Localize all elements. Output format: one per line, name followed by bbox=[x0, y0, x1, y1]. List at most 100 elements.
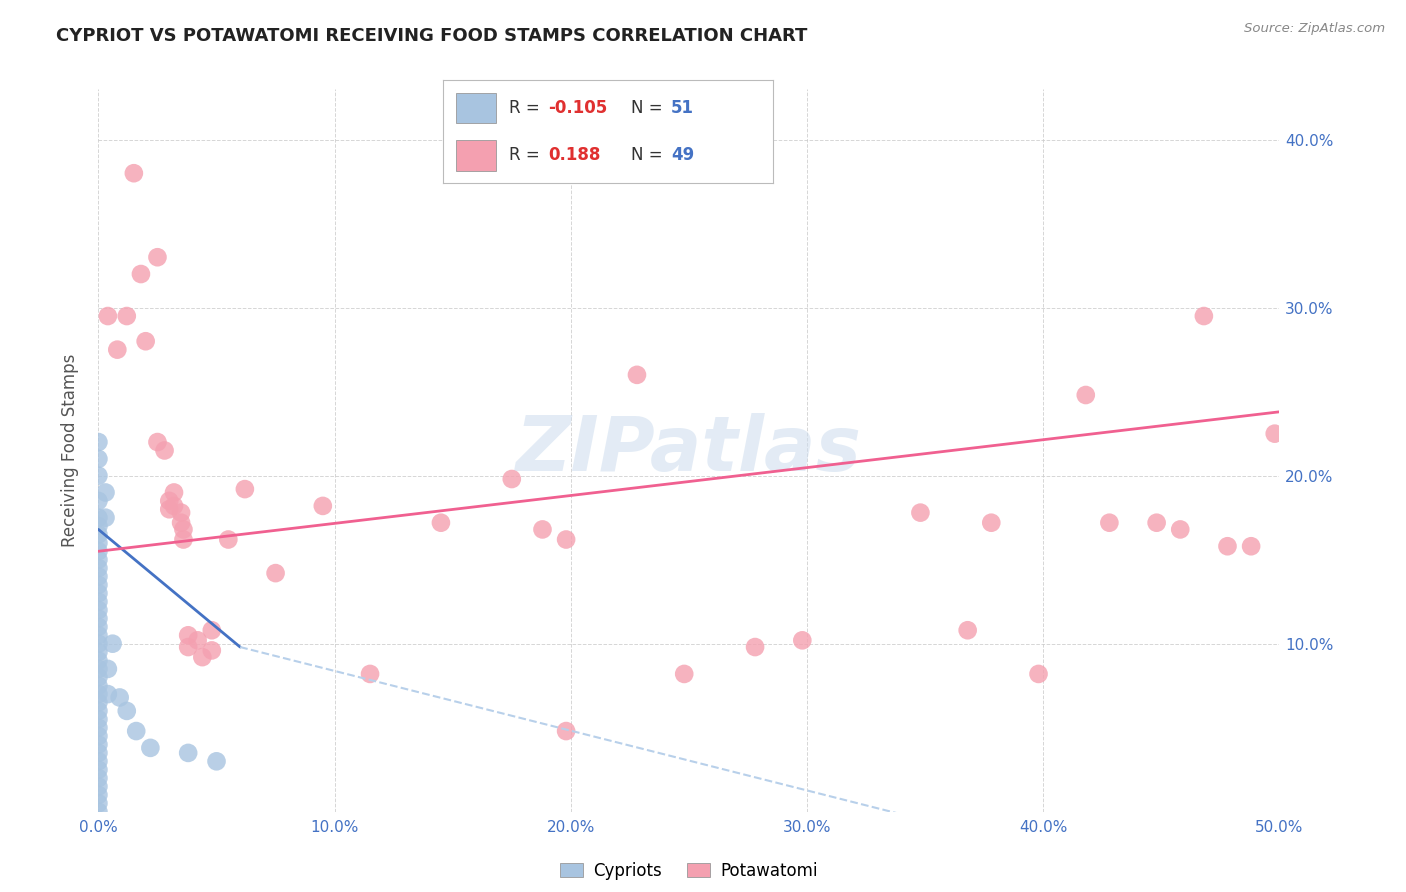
Point bbox=[87, 653, 110, 667]
Point bbox=[87, 696, 110, 710]
Point bbox=[1192, 309, 1215, 323]
Point bbox=[172, 523, 194, 537]
Point bbox=[744, 640, 766, 654]
Point bbox=[264, 566, 287, 581]
Point bbox=[626, 368, 648, 382]
Text: N =: N = bbox=[631, 99, 668, 117]
Point bbox=[87, 620, 110, 634]
Point bbox=[980, 516, 1002, 530]
Point bbox=[87, 603, 110, 617]
Point bbox=[1240, 539, 1263, 553]
Point bbox=[125, 724, 148, 739]
Point bbox=[87, 510, 110, 524]
Point bbox=[87, 797, 110, 811]
Point bbox=[87, 704, 110, 718]
Point bbox=[87, 519, 110, 533]
Point bbox=[163, 485, 186, 500]
Text: Source: ZipAtlas.com: Source: ZipAtlas.com bbox=[1244, 22, 1385, 36]
Point bbox=[87, 637, 110, 651]
Point bbox=[1098, 516, 1121, 530]
Point bbox=[191, 650, 214, 665]
Point bbox=[1216, 539, 1239, 553]
Point bbox=[97, 662, 120, 676]
Point bbox=[87, 712, 110, 726]
Point bbox=[163, 499, 186, 513]
Point bbox=[87, 628, 110, 642]
Point bbox=[115, 309, 138, 323]
Point bbox=[359, 667, 381, 681]
Point bbox=[217, 533, 239, 547]
Point bbox=[135, 334, 157, 349]
Point bbox=[1264, 426, 1286, 441]
Point bbox=[555, 533, 578, 547]
Point bbox=[87, 611, 110, 625]
FancyBboxPatch shape bbox=[456, 140, 496, 170]
Point bbox=[87, 435, 110, 450]
Point bbox=[87, 595, 110, 609]
Point bbox=[105, 343, 128, 357]
Text: ZIPatlas: ZIPatlas bbox=[516, 414, 862, 487]
Y-axis label: Receiving Food Stamps: Receiving Food Stamps bbox=[60, 354, 79, 547]
Point bbox=[87, 746, 110, 760]
Point bbox=[87, 771, 110, 785]
Point bbox=[531, 523, 554, 537]
Point bbox=[87, 679, 110, 693]
Point bbox=[157, 494, 180, 508]
Point bbox=[87, 729, 110, 743]
Point bbox=[87, 805, 110, 819]
Point bbox=[555, 724, 578, 739]
Point bbox=[87, 494, 110, 508]
Point bbox=[1028, 667, 1050, 681]
Text: 51: 51 bbox=[671, 99, 695, 117]
Point bbox=[87, 662, 110, 676]
Point bbox=[792, 633, 814, 648]
Point bbox=[87, 780, 110, 794]
Point bbox=[97, 309, 120, 323]
Point bbox=[87, 451, 110, 466]
Point bbox=[146, 435, 169, 450]
Point bbox=[94, 485, 117, 500]
Point bbox=[177, 628, 200, 642]
Point bbox=[87, 763, 110, 777]
Point bbox=[108, 690, 131, 705]
Text: CYPRIOT VS POTAWATOMI RECEIVING FOOD STAMPS CORRELATION CHART: CYPRIOT VS POTAWATOMI RECEIVING FOOD STA… bbox=[56, 27, 807, 45]
Point bbox=[87, 578, 110, 592]
Point bbox=[87, 586, 110, 600]
Point bbox=[205, 754, 228, 768]
Legend: Cypriots, Potawatomi: Cypriots, Potawatomi bbox=[554, 855, 824, 887]
Point bbox=[956, 624, 979, 638]
Point bbox=[177, 746, 200, 760]
Point bbox=[673, 667, 696, 681]
Point bbox=[101, 637, 124, 651]
Point bbox=[1074, 388, 1097, 402]
Point bbox=[233, 482, 256, 496]
Point bbox=[87, 788, 110, 802]
Point bbox=[201, 643, 224, 657]
Point bbox=[87, 468, 110, 483]
Text: 0.188: 0.188 bbox=[548, 146, 600, 164]
Point bbox=[87, 738, 110, 752]
Point bbox=[87, 569, 110, 583]
Point bbox=[177, 640, 200, 654]
Point bbox=[87, 536, 110, 550]
Point bbox=[87, 670, 110, 684]
Text: N =: N = bbox=[631, 146, 668, 164]
Point bbox=[146, 250, 169, 264]
Point bbox=[1146, 516, 1168, 530]
Point bbox=[87, 544, 110, 558]
Point bbox=[87, 721, 110, 735]
Point bbox=[115, 704, 138, 718]
Point bbox=[87, 561, 110, 575]
Point bbox=[170, 506, 193, 520]
Point bbox=[312, 499, 335, 513]
Point bbox=[122, 166, 145, 180]
Point bbox=[153, 443, 176, 458]
Point bbox=[87, 754, 110, 768]
Point bbox=[187, 633, 209, 648]
Point bbox=[87, 552, 110, 566]
Point bbox=[87, 645, 110, 659]
Point bbox=[129, 267, 152, 281]
Point bbox=[501, 472, 523, 486]
Point bbox=[97, 687, 120, 701]
Text: -0.105: -0.105 bbox=[548, 99, 607, 117]
